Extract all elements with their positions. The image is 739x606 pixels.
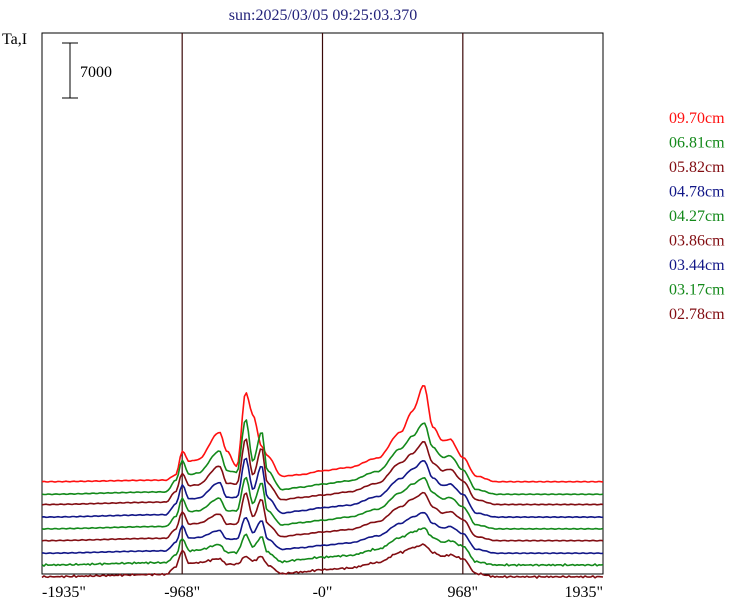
legend-entry-05.82cm: 05.82cm [669,159,725,176]
trace-03.44cm [41,511,604,555]
legend-entry-03.17cm: 03.17cm [669,282,725,299]
trace-09.70cm [41,385,604,483]
traces [41,385,604,579]
x-tick-label-3: 968" [448,584,479,601]
x-axis-ticks: -1935" -968" -0" 968" 1935" [42,584,603,601]
chart-title: sun:2025/03/05 09:25:03.370 [229,7,417,24]
legend: 09.70cm 06.81cm 05.82cm 04.78cm 04.27cm 03.86… [669,110,725,323]
x-tick-label-4: 1935" [564,584,603,601]
scale-bar-label: 7000 [80,64,112,81]
legend-entry-06.81cm: 06.81cm [669,135,725,152]
trace-02.78cm [41,543,604,579]
trace-03.86cm [41,491,604,542]
legend-entry-03.86cm: 03.86cm [669,233,725,250]
legend-entry-04.27cm: 04.27cm [669,208,725,225]
y-axis-label: Ta,I [2,31,27,48]
x-tick-label-0: -1935" [42,584,86,601]
legend-entry-02.78cm: 02.78cm [669,306,725,323]
legend-entry-09.70cm: 09.70cm [669,110,725,127]
legend-entry-04.78cm: 04.78cm [669,184,725,201]
trace-05.82cm [41,438,604,506]
trace-04.27cm [41,476,604,530]
x-tick-label-1: -968" [164,584,200,601]
scale-bar: 7000 [62,42,112,99]
trace-04.78cm [41,457,604,519]
trace-03.17cm [41,527,604,567]
trace-06.81cm [41,419,604,496]
legend-entry-03.44cm: 03.44cm [669,257,725,274]
x-tick-label-2: -0" [313,584,333,601]
